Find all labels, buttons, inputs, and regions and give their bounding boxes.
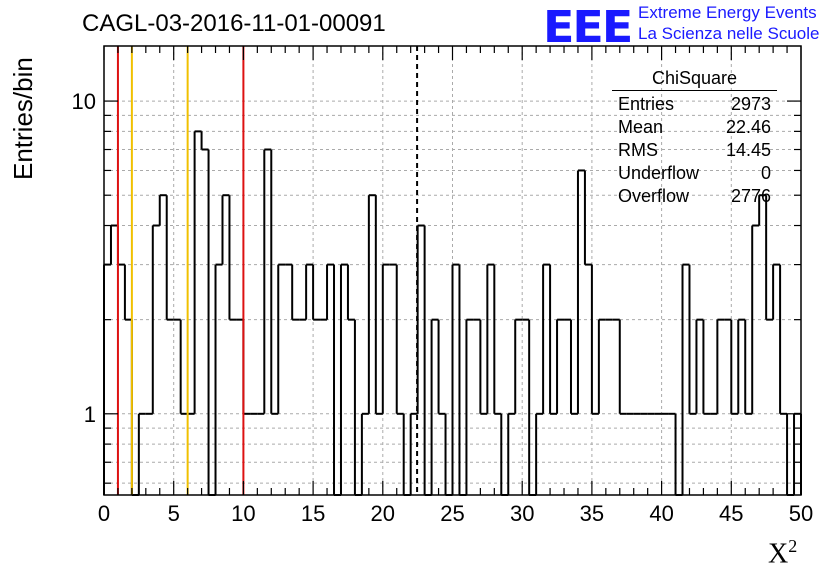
eee-logo: EEE	[543, 1, 633, 53]
x-tick-label: 25	[440, 501, 464, 526]
x-tick-label: 30	[510, 501, 534, 526]
x-tick-label: 45	[719, 501, 743, 526]
x-tick-label: 40	[649, 501, 673, 526]
stats-row-rms: RMS 14.45	[612, 139, 777, 162]
x-axis-title-superscript: 2	[788, 536, 798, 556]
x-tick-label: 0	[98, 501, 110, 526]
stats-title: ChiSquare	[612, 68, 777, 91]
stats-row-underflow: Underflow 0	[612, 162, 777, 185]
x-tick-label: 50	[789, 501, 813, 526]
stats-label: Mean	[618, 117, 664, 137]
x-tick-label: 35	[580, 501, 604, 526]
logo-text-line2: La Scienza nelle Scuole	[638, 24, 820, 43]
stats-row-overflow: Overflow 2776	[612, 185, 777, 208]
y-tick-label: 10	[72, 89, 96, 114]
y-tick-label: 1	[84, 402, 96, 427]
x-tick-label: 5	[168, 501, 180, 526]
stats-label: Entries	[618, 94, 675, 114]
stats-label: Underflow	[618, 163, 700, 183]
stats-row-mean: Mean 22.46	[612, 116, 777, 139]
run-title: CAGL-03-2016-11-01-00091	[82, 10, 386, 37]
x-axis-title-symbol: X	[768, 538, 789, 570]
axis-ticks	[103, 46, 802, 495]
stats-label: RMS	[618, 140, 658, 160]
logo-text-line1: Extreme Energy Events	[638, 3, 817, 22]
stats-value: 2776	[730, 186, 771, 206]
x-tick-label: 10	[231, 501, 255, 526]
x-tick-label: 15	[301, 501, 325, 526]
tick-labels: 0 5 10 15 20 25 30 35 40 45 50 1 10	[72, 89, 814, 526]
stats-label: Overflow	[618, 186, 690, 206]
stats-row-entries: Entries 2973	[612, 93, 777, 116]
reference-lines	[116, 46, 419, 495]
stats-value: 22.46	[725, 117, 771, 137]
y-axis-title: Entries/bin	[8, 57, 38, 180]
x-axis-title: X2	[768, 536, 797, 570]
stats-value: 14.45	[725, 140, 771, 160]
stats-value: 2973	[730, 94, 771, 114]
stats-box: ChiSquare Entries 2973 Mean 22.46 RMS 14.45…	[612, 68, 777, 208]
x-tick-label: 20	[371, 501, 395, 526]
stats-value: 0	[760, 163, 771, 183]
